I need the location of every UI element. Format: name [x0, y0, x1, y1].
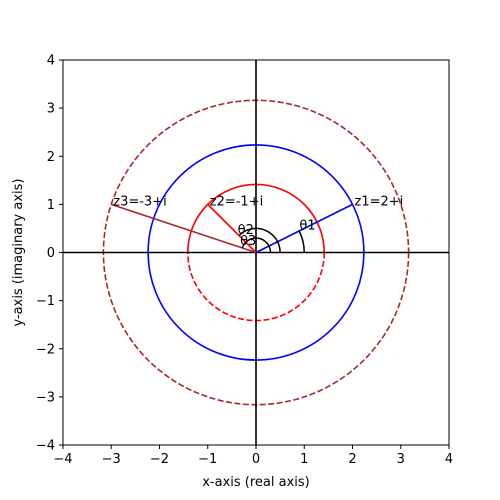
vector-z1 [255, 203, 353, 254]
vector-z2 [207, 203, 257, 254]
point-label-z2: z2=-1+i [210, 194, 263, 209]
x-tick-label: 4 [445, 452, 453, 467]
angle-label-1: θ1 [299, 218, 315, 233]
angle-arcs [238, 227, 305, 253]
x-tick-label: 3 [397, 452, 405, 467]
x-tick-label: −4 [53, 452, 72, 467]
ticks: −4 −3 −2 −1 0 1 2 3 4 −4 −3 −2 −1 0 1 2 3 4 [36, 54, 453, 468]
vector-lines [110, 203, 353, 254]
x-tick-label: −1 [198, 452, 217, 467]
y-tick-label: −2 [36, 342, 55, 357]
y-tick-label: 0 [47, 246, 55, 261]
y-tick-label: 4 [47, 54, 55, 69]
y-axis-label: y-axis (imaginary axis) [11, 178, 26, 326]
x-axis-label: x-axis (real axis) [202, 475, 310, 490]
angle-arc-2 [238, 227, 281, 253]
x-tick-label: 1 [300, 452, 308, 467]
angle-label-3: θ3 [240, 234, 256, 249]
y-tick-label: 1 [47, 198, 55, 213]
point-label-z3: z3=-3+i [113, 194, 166, 209]
angle-arc-3 [241, 237, 272, 253]
y-tick-label: −4 [36, 439, 55, 454]
angle-label-2: θ2 [238, 223, 254, 238]
angle-arc-1 [298, 230, 305, 253]
vector-z3 [110, 203, 257, 254]
point-label-z1: z1=2+i [355, 194, 404, 209]
y-tick-label: 2 [47, 150, 55, 165]
x-tick-label: −3 [102, 452, 121, 467]
y-tick-label: −3 [36, 390, 55, 405]
x-tick-label: −2 [150, 452, 169, 467]
y-tick-label: 3 [47, 102, 55, 117]
y-tick-label: −1 [36, 294, 55, 309]
x-tick-label: 0 [252, 452, 260, 467]
x-tick-label: 2 [348, 452, 356, 467]
